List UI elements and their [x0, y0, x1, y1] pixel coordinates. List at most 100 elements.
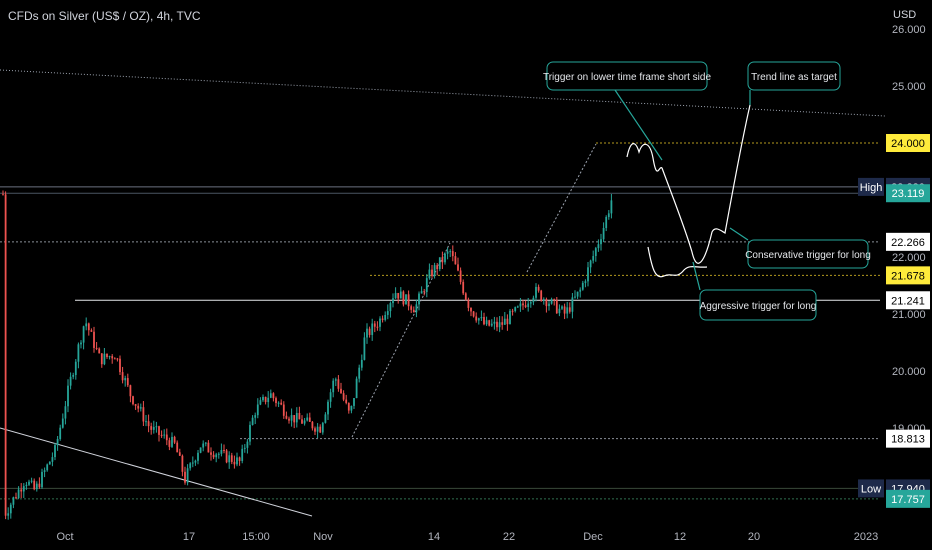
candle-body [345, 399, 348, 403]
price-label[interactable]: 18.813 [886, 429, 930, 448]
candle-body [98, 348, 101, 354]
candle-body [246, 441, 249, 448]
callout-text: Conservative trigger for long [745, 250, 871, 261]
candle-body [368, 328, 371, 335]
candle-body [548, 303, 550, 307]
price-axis[interactable]: 26.00025.00022.00021.00020.00019.00024.0… [858, 24, 930, 508]
candle-body [129, 385, 132, 397]
candle-body [610, 200, 613, 214]
candle-body [111, 356, 114, 359]
callout-pointer [692, 261, 701, 291]
callout-box [546, 61, 708, 91]
callout-text: Trend line as target [751, 72, 837, 83]
candle-body [259, 400, 262, 405]
callout-short-trigger[interactable]: Trigger on lower time frame short side [543, 61, 711, 161]
candle-body [204, 442, 207, 444]
candle-body [493, 321, 496, 324]
callout-conservative[interactable]: Conservative trigger for long [729, 227, 871, 269]
candle-body [17, 489, 20, 499]
candle-body [191, 462, 194, 464]
candle-body [155, 426, 158, 428]
price-label[interactable]: 21.241 [886, 291, 930, 310]
candle-body [189, 463, 192, 469]
x-tick-label: 15:00 [242, 531, 270, 543]
aggressive-path [647, 246, 708, 278]
x-tick-label: 17 [183, 531, 195, 543]
candle-body [288, 418, 290, 421]
price-label[interactable]: 22.266 [886, 232, 930, 251]
price-label[interactable]: 24.000 [886, 134, 930, 152]
candle-body [51, 457, 54, 462]
price-label-value: 23.119 [892, 188, 925, 200]
candle-body [498, 322, 501, 328]
candle-body [230, 455, 233, 462]
price-label-tag: Low [861, 483, 881, 495]
price-label-value: 21.241 [891, 295, 925, 307]
candle-body [80, 342, 82, 345]
price-label[interactable]: 23.119 [886, 184, 930, 203]
candle-body [152, 426, 155, 430]
candle-body [33, 480, 36, 490]
candle-body [594, 248, 597, 257]
candle-body [490, 323, 493, 326]
price-label[interactable]: 17.757 [886, 489, 930, 508]
candle-body [584, 281, 587, 283]
callout-box [699, 289, 817, 321]
time-axis[interactable]: Oct 17 15:00 Nov 14 22 Dec 12 20 2023 [56, 531, 878, 543]
candle-body [9, 504, 12, 514]
candle-body [74, 361, 77, 375]
candle-body [236, 457, 238, 465]
callout-box [747, 61, 841, 91]
price-label[interactable]: 21.678 [886, 266, 930, 285]
candle-body [48, 461, 51, 465]
candle-body [566, 307, 569, 314]
candle-body [527, 303, 530, 307]
candle-body [275, 398, 277, 404]
candle-body [15, 497, 17, 499]
candle-body [514, 307, 517, 312]
candle-body [503, 318, 506, 325]
callout-trend-target[interactable]: Trend line as target [747, 61, 841, 105]
candle-body [22, 486, 25, 492]
candle-body [54, 445, 56, 458]
candle-body [350, 405, 353, 411]
callout-aggressive[interactable]: Aggressive trigger for long [692, 261, 817, 321]
candle-body [397, 293, 400, 299]
candle-body [293, 415, 296, 423]
candle-body [501, 322, 504, 325]
candle-body [121, 372, 124, 381]
candle-body [519, 303, 522, 307]
candle-body [178, 452, 181, 456]
callout-box [747, 239, 869, 269]
candle-body [249, 424, 251, 442]
candle-body [301, 419, 303, 424]
price-label-bg [886, 232, 930, 251]
candle-body [600, 239, 602, 245]
candle-body [280, 402, 283, 405]
candle-body [340, 388, 342, 394]
candle-body [360, 359, 363, 368]
callout-pointer [614, 89, 663, 161]
y-tick-label: 25.000 [892, 81, 926, 93]
candle-body [415, 304, 418, 313]
candle-body [150, 426, 153, 430]
candle-body [165, 434, 168, 441]
candle-body [373, 323, 376, 327]
candle-body [30, 480, 33, 482]
x-tick-label: 22 [503, 531, 515, 543]
candle-body [506, 318, 509, 325]
candle-body [394, 293, 397, 299]
candle-body [386, 311, 389, 315]
candle-body [496, 321, 498, 328]
candle-body [168, 440, 171, 447]
candle-body [202, 443, 205, 448]
candle-body [67, 385, 69, 407]
candle-body [61, 418, 64, 428]
candle-body [314, 428, 316, 432]
candle-body [376, 326, 379, 328]
candle-body [306, 417, 309, 421]
candle-body [405, 294, 407, 305]
candle-body [59, 427, 62, 439]
